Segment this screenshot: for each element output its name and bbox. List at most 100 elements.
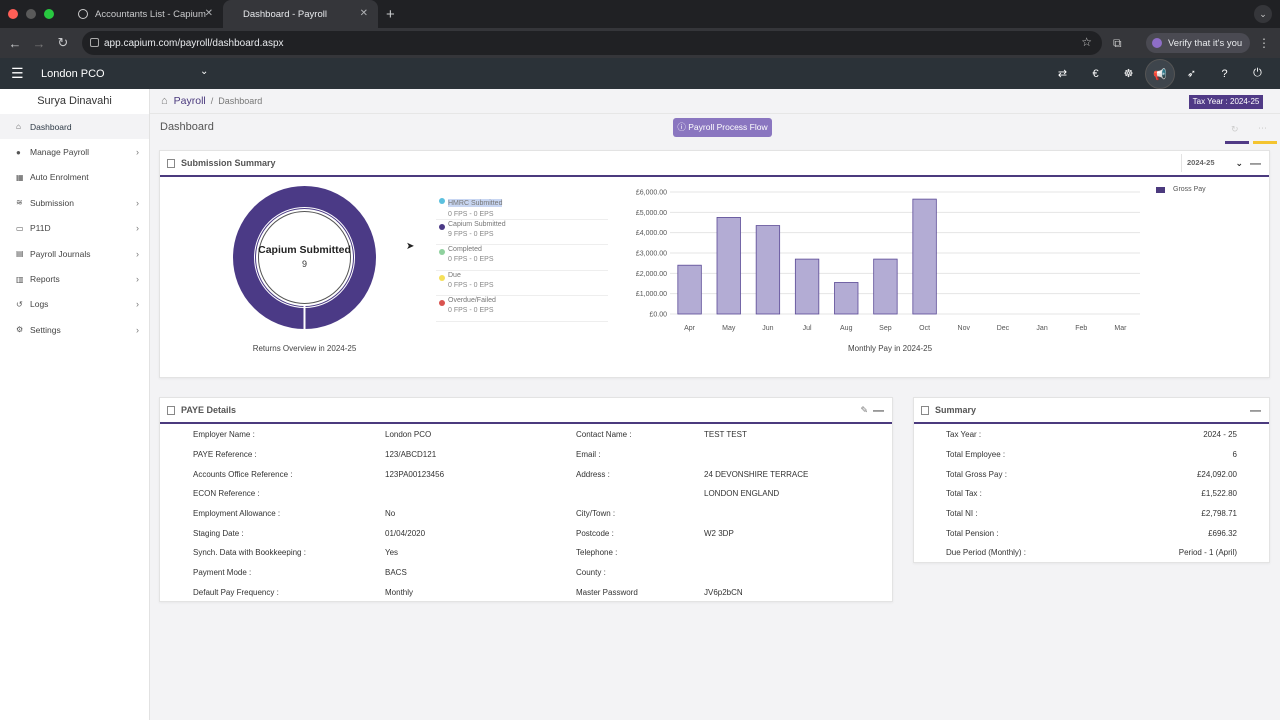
legend-item-capium-submitted[interactable]: Capium Submitted 9 FPS - 0 EPS — [436, 220, 608, 245]
sidebar-item-logs[interactable]: ↺ Logs › — [0, 292, 149, 317]
header-divider — [150, 113, 1280, 114]
donut-segment-gap — [303, 305, 306, 330]
sidebar-item-payroll-journals[interactable]: ▤ Payroll Journals › — [0, 241, 149, 266]
table-row: Accounts Office Reference : 123PA00123456… — [160, 464, 892, 484]
refresh-icon[interactable]: ↻ — [1231, 124, 1239, 134]
bookmark-star-icon[interactable]: ☆ — [1081, 35, 1092, 49]
summary-label: Total Pension : — [946, 528, 999, 538]
power-icon[interactable]: ⏻ — [1253, 67, 1262, 79]
minimize-icon[interactable]: — — [1250, 405, 1261, 417]
button-label: Payroll Process Flow — [688, 122, 768, 132]
year-select[interactable]: 2024-25 ⌄ — [1181, 154, 1245, 172]
company-dropdown-chevron-icon[interactable]: ⌄ — [200, 66, 209, 77]
swap-icon[interactable]: ⇄ — [1057, 68, 1068, 80]
sidebar-item-label: Logs — [30, 299, 49, 310]
maximize-window-icon[interactable] — [44, 9, 54, 19]
browser-tab-accountants[interactable]: Accountants List - Capium ✕ — [68, 0, 223, 28]
bar-apr — [677, 264, 702, 315]
field-value: W2 3DP — [704, 528, 734, 538]
table-row: Total Gross Pay : £24,092.00 — [914, 464, 1269, 484]
y-tick-label: £6,000.00 — [636, 190, 667, 197]
minimize-icon[interactable]: — — [1250, 158, 1261, 170]
donut-title: Capium Submitted — [258, 244, 351, 256]
mouse-cursor-icon: ➤ — [406, 241, 415, 252]
hamburger-menu-icon[interactable]: ☰ — [11, 65, 24, 81]
table-row: Total Pension : £696.32 — [914, 523, 1269, 543]
home-icon[interactable]: ⌂ — [161, 95, 168, 107]
extensions-icon[interactable]: ⧉ — [1113, 36, 1122, 50]
summary-value: 6 — [1232, 450, 1237, 460]
close-window-icon[interactable] — [8, 9, 18, 19]
paye-details-panel: PAYE Details ✎ — Employer Name : London P… — [159, 397, 893, 602]
x-tick-label: Aug — [840, 325, 853, 332]
window-controls — [8, 9, 54, 19]
help-icon[interactable]: ? — [1221, 67, 1228, 80]
legend-item-hmrc-submitted[interactable]: HMRC Submitted 0 FPS - 0 EPS — [436, 194, 608, 220]
sidebar-item-manage-payroll[interactable]: ● Manage Payroll › — [0, 139, 149, 164]
field-label: ECON Reference : — [193, 489, 260, 499]
tab-close-icon[interactable]: ✕ — [359, 8, 368, 19]
edit-icon[interactable]: ✎ — [860, 405, 868, 415]
sidebar-item-p11d[interactable]: ▭ P11D › — [0, 216, 149, 241]
new-tab-icon[interactable]: + — [386, 5, 395, 23]
tab-close-icon[interactable]: ✕ — [204, 8, 213, 19]
megaphone-icon[interactable]: 📢 — [1145, 58, 1175, 89]
chevron-down-icon: ⌄ — [1235, 158, 1243, 168]
sidebar-item-label: Dashboard — [30, 121, 72, 132]
sidebar-item-settings[interactable]: ⚙ Settings › — [0, 317, 149, 342]
forward-icon[interactable]: → — [32, 35, 46, 51]
sidebar-item-dashboard[interactable]: ⌂ Dashboard — [0, 114, 149, 140]
euro-icon[interactable]: € — [1092, 67, 1099, 80]
field-value: London PCO — [385, 430, 432, 440]
minimize-icon[interactable]: — — [873, 405, 884, 417]
accent-bar-yellow — [1253, 141, 1277, 144]
book-icon: ▤ — [16, 249, 24, 259]
year-select-value: 2024-25 — [1187, 158, 1215, 167]
browser-toolbar: ← → ↻ app.capium.com/payroll/dashboard.a… — [0, 28, 1280, 58]
site-info-icon[interactable] — [90, 38, 99, 47]
field-value: 123PA00123456 — [385, 469, 445, 479]
browser-menu-icon[interactable]: ⋮ — [1258, 36, 1270, 50]
chevron-right-icon: › — [136, 324, 139, 335]
breadcrumb-payroll-link[interactable]: Payroll — [173, 95, 206, 107]
returns-donut-chart — [233, 186, 376, 330]
field-label: Master Password — [576, 587, 638, 597]
x-tick-label: May — [722, 325, 736, 332]
minimize-window-icon[interactable] — [26, 9, 36, 19]
capium-favicon-icon — [78, 9, 88, 19]
grid-icon: ▦ — [16, 172, 24, 182]
verify-identity-button[interactable]: Verify that it's you — [1146, 33, 1250, 53]
field-value: No — [385, 509, 396, 519]
legend-item-due[interactable]: Due 0 FPS - 0 EPS — [436, 271, 608, 296]
more-options-icon[interactable]: ⋯ — [1258, 123, 1267, 133]
y-tick-label: £5,000.00 — [636, 210, 667, 217]
field-label: Default Pay Frequency : — [193, 587, 279, 597]
rocket-icon[interactable]: ➶ — [1186, 68, 1197, 80]
legend-item-overdue-failed[interactable]: Overdue/Failed 0 FPS - 0 EPS — [436, 296, 608, 322]
panel-title: Submission Summary — [181, 158, 276, 168]
browser-tab-dashboard[interactable]: Dashboard - Payroll ✕ — [223, 0, 378, 28]
header-icon-group: ⇄ € ☸ 📢 ➶ ? ⏻ — [1046, 58, 1274, 89]
sidebar-item-auto-enrolment[interactable]: ▦ Auto Enrolment — [0, 165, 149, 190]
field-label: Telephone : — [576, 548, 618, 558]
chart-legend: Gross Pay — [1156, 186, 1206, 193]
payroll-process-flow-button[interactable]: ⓘ Payroll Process Flow — [673, 118, 772, 137]
sidebar-item-reports[interactable]: ▥ Reports › — [0, 266, 149, 291]
address-bar[interactable]: app.capium.com/payroll/dashboard.aspx ☆ — [82, 31, 1102, 55]
bar-aug — [834, 282, 859, 315]
chevron-right-icon: › — [136, 147, 139, 158]
legend-item-completed[interactable]: Completed 0 FPS - 0 EPS — [436, 245, 608, 271]
donut-inner-circle — [258, 211, 351, 304]
legend-count: 0 FPS - 0 EPS — [448, 256, 494, 263]
field-label: County : — [576, 568, 606, 578]
tab-search-icon[interactable]: ⌄ — [1254, 5, 1272, 23]
field-label: Employer Name : — [193, 430, 255, 440]
reload-icon[interactable]: ↻ — [57, 35, 69, 50]
chevron-right-icon: › — [136, 274, 139, 285]
table-row: Total Employee : 6 — [914, 445, 1269, 465]
back-icon[interactable]: ← — [8, 35, 22, 51]
users-icon[interactable]: ☸ — [1123, 68, 1134, 80]
summary-value: 2024 - 25 — [1203, 430, 1237, 440]
sidebar-item-submission[interactable]: ≋ Submission › — [0, 190, 149, 215]
x-tick-label: Oct — [919, 325, 930, 332]
